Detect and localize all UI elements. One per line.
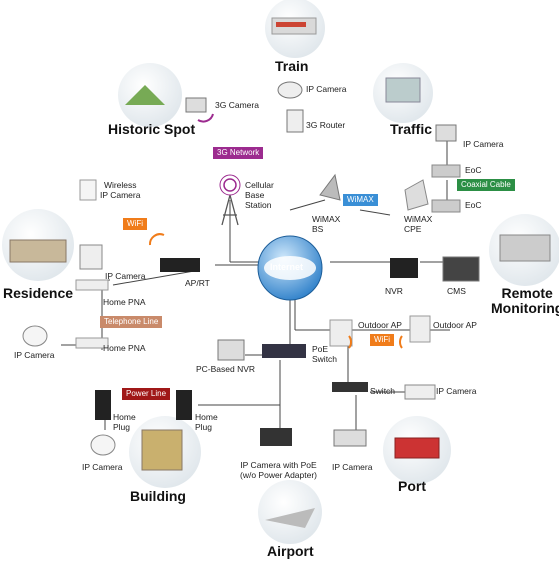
label-nvr: NVR	[385, 286, 403, 296]
cell-tower-icon	[219, 174, 241, 226]
airplane-icon	[265, 508, 315, 528]
wireless-camera-icon	[79, 179, 97, 201]
residence-house-icon	[9, 239, 67, 263]
label-home-pna-top: Home PNA	[103, 297, 146, 307]
label-ip-camera-port: IP Camera	[332, 462, 373, 472]
label-3g-camera: 3G Camera	[215, 100, 259, 110]
label-poe-switch: PoE Switch	[312, 344, 338, 364]
label-home-pna-bottom: Home PNA	[103, 343, 146, 353]
eoc-bottom-icon	[431, 199, 461, 213]
eoc-top-icon	[431, 164, 461, 178]
label-home-plug-right: Home Plug	[195, 412, 218, 432]
wimax-cpe-icon	[404, 179, 429, 211]
label-ip-camera-building: IP Camera	[82, 462, 123, 472]
label-outdoor-ap-right: Outdoor AP	[433, 320, 477, 330]
camera-3g-icon	[185, 97, 207, 113]
historic-building-icon	[125, 85, 165, 105]
wimax-bs-icon	[319, 173, 341, 201]
label-3g-router: 3G Router	[306, 120, 346, 130]
label-ip-camera-port-right: IP Camera	[436, 386, 477, 396]
label-ip-camera-residence-low: IP Camera	[14, 350, 55, 360]
label-eoc-top: EoC	[465, 165, 482, 175]
ip-camera-dome-icon	[90, 434, 116, 456]
ip-camera-residence-icon	[79, 244, 103, 270]
label-cms: CMS	[447, 286, 466, 296]
tag-power-line: Power Line	[122, 388, 171, 400]
outdoor-ap-left-icon	[329, 319, 353, 347]
site-traffic: Traffic	[390, 121, 433, 137]
devices	[22, 81, 480, 456]
tag-wimax: WiMAX	[343, 194, 378, 206]
traffic-building-icon	[385, 77, 421, 103]
tag-coaxial: Coaxial Cable	[457, 179, 515, 191]
ip-camera-poe-icon	[260, 428, 292, 446]
internet-label: Internet	[270, 262, 304, 272]
ip-camera-dome-icon	[277, 81, 303, 99]
control-room-icon	[499, 234, 551, 262]
tag-telephone-line: Telephone Line	[100, 316, 163, 328]
label-pc-based-nvr: PC-Based NVR	[196, 364, 256, 374]
label-ip-camera-residence: IP Camera	[105, 271, 146, 281]
label-wimax-cpe: WiMAX CPE	[404, 214, 433, 234]
outdoor-ap-right-icon	[409, 315, 431, 343]
home-plug-right-icon	[176, 390, 192, 420]
tag-3g-network: 3G Network	[213, 147, 264, 159]
ip-camera-dome-icon	[22, 325, 48, 347]
home-pna-bottom-icon	[75, 337, 109, 349]
site-bubbles	[2, 0, 559, 544]
airport-bubble	[258, 480, 322, 544]
ap-router-icon	[160, 258, 200, 272]
wifi-signal-icon	[148, 233, 165, 246]
label-ap-rt: AP/RT	[185, 278, 210, 288]
wifi-signal-icon	[348, 335, 403, 349]
label-ip-camera-traffic: IP Camera	[463, 139, 504, 149]
site-train: Train	[275, 58, 309, 74]
site-airport: Airport	[267, 543, 314, 559]
router-3g-icon	[286, 109, 304, 133]
site-building: Building	[130, 488, 186, 504]
site-historic-spot: Historic Spot	[108, 121, 196, 137]
label-eoc-bottom: EoC	[465, 200, 482, 210]
wifi-signal-icon	[197, 113, 214, 123]
nvr-icon	[390, 258, 418, 278]
train-stripe-icon	[276, 22, 306, 27]
home-plug-left-icon	[95, 390, 111, 420]
label-outdoor-ap-left: Outdoor AP	[358, 320, 402, 330]
tag-wifi-right: WiFi	[370, 334, 394, 346]
label-home-plug-left: Home Plug	[113, 412, 136, 432]
office-building-icon	[141, 429, 183, 471]
label-ip-camera-poe: IP Camera with PoE (w/o Power Adapter)	[240, 460, 318, 480]
pc-nvr-icon	[217, 339, 245, 361]
label-switch: Switch	[370, 386, 396, 396]
home-pna-top-icon	[75, 279, 109, 291]
label-wireless-ip-camera: Wireless IP Camera	[100, 180, 141, 200]
label-wimax-bs: WiMAX BS	[312, 214, 341, 234]
site-residence: Residence	[3, 285, 74, 301]
ptz-camera-icon	[435, 124, 457, 142]
ip-camera-bullet-icon	[404, 384, 436, 400]
label-ip-camera-train: IP Camera	[306, 84, 347, 94]
switch-icon	[332, 382, 368, 392]
ip-camera-port-icon	[333, 429, 367, 447]
internet-cloud-icon	[264, 256, 316, 280]
label-cellular-base-station: Cellular Base Station	[245, 180, 274, 210]
site-port: Port	[398, 478, 426, 494]
tag-wifi-left: WiFi	[123, 218, 147, 230]
site-remote-monitoring: Remote Monitoring	[491, 285, 559, 316]
cms-monitor-icon	[442, 256, 480, 282]
port-crane-icon	[394, 437, 440, 459]
poe-switch-icon	[262, 344, 306, 358]
